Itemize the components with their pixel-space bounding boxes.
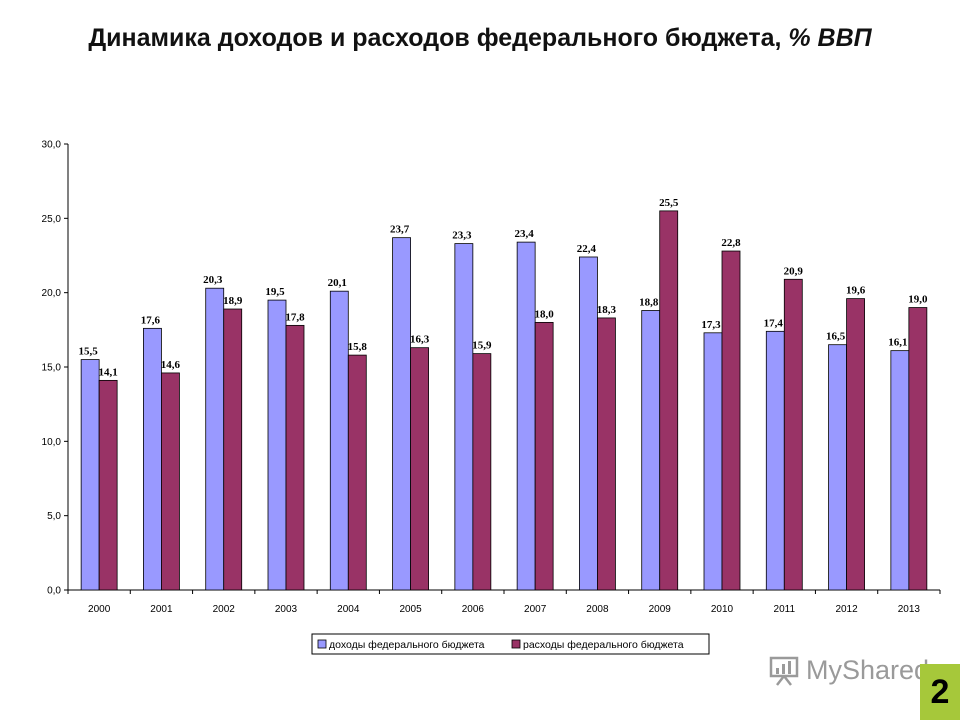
chart-title-main: Динамика доходов и расходов федерального… — [88, 24, 782, 52]
x-tick-label: 2011 — [774, 604, 796, 615]
y-tick-label: 5,0 — [47, 511, 61, 522]
myshared-watermark: MyShared — [768, 655, 929, 686]
data-label: 22,8 — [721, 237, 741, 249]
bar-expense — [223, 308, 243, 591]
data-label: 16,5 — [826, 331, 846, 343]
x-tick-label: 2002 — [213, 604, 236, 615]
bar-revenue — [454, 243, 474, 591]
bar-revenue — [703, 332, 723, 591]
data-label: 25,5 — [659, 197, 679, 209]
bar-revenue — [641, 310, 661, 591]
data-label: 19,0 — [908, 294, 928, 306]
x-tick-label: 2009 — [649, 604, 672, 615]
data-label: 17,4 — [764, 317, 784, 329]
data-label: 18,9 — [223, 295, 243, 307]
bar-expense — [410, 347, 429, 591]
data-label: 19,6 — [846, 285, 866, 297]
data-label: 16,3 — [410, 334, 430, 346]
data-label: 18,8 — [639, 297, 659, 309]
data-label: 23,3 — [452, 230, 472, 242]
bar-expense — [472, 353, 492, 591]
bar-revenue — [579, 256, 598, 591]
bar-expense — [98, 379, 118, 591]
x-tick-label: 2006 — [462, 604, 485, 615]
bar-expense — [846, 298, 865, 591]
data-label: 14,1 — [99, 366, 118, 378]
y-tick-label: 0,0 — [47, 586, 61, 597]
presentation-board-icon — [769, 656, 799, 686]
legend-label: доходы федерального бюджета — [329, 639, 485, 651]
bar-revenue — [267, 299, 287, 591]
bar-revenue — [890, 350, 910, 591]
data-label: 15,9 — [472, 340, 492, 352]
bar-expense — [721, 250, 741, 591]
bar-revenue — [80, 359, 100, 591]
data-label: 22,4 — [577, 243, 597, 255]
x-tick-label: 2003 — [275, 604, 298, 615]
data-label: 17,6 — [141, 314, 161, 326]
bar-revenue — [143, 327, 162, 591]
bar-revenue — [205, 287, 225, 591]
x-tick-label: 2005 — [399, 604, 422, 615]
data-label: 18,0 — [535, 308, 555, 320]
legend-swatch — [511, 639, 521, 649]
x-tick-label: 2013 — [898, 604, 921, 615]
bar-expense — [534, 321, 554, 591]
data-label: 15,8 — [348, 341, 368, 353]
bar-revenue — [516, 241, 536, 591]
watermark-text: MyShared — [806, 655, 930, 685]
bar-revenue — [329, 290, 349, 591]
legend-swatch — [317, 639, 327, 649]
x-tick-label: 2007 — [524, 604, 547, 615]
chart-title: Динамика доходов и расходов федерального… — [0, 24, 960, 53]
data-label: 23,7 — [390, 224, 410, 236]
bar-expense — [659, 210, 679, 591]
x-tick-label: 2010 — [711, 604, 734, 615]
bar-expense — [908, 307, 928, 591]
x-tick-label: 2001 — [150, 604, 173, 615]
legend-box — [311, 633, 710, 655]
bar-expense — [285, 324, 305, 591]
x-tick-label: 2004 — [337, 604, 360, 615]
bar-revenue — [765, 330, 785, 591]
y-tick-label: 30,0 — [42, 140, 62, 151]
y-tick-label: 10,0 — [42, 437, 62, 448]
data-label: 16,1 — [888, 337, 907, 349]
page-number-badge: 2 — [920, 664, 960, 720]
data-label: 19,5 — [265, 286, 285, 298]
y-tick-label: 15,0 — [42, 363, 62, 374]
data-label: 18,3 — [597, 304, 617, 316]
data-label: 23,4 — [515, 228, 535, 240]
data-label: 20,3 — [203, 274, 223, 286]
y-tick-label: 25,0 — [42, 214, 62, 225]
data-label: 20,1 — [328, 277, 347, 289]
bar-revenue — [392, 237, 411, 591]
x-tick-label: 2012 — [835, 604, 858, 615]
chart-title-unit: % ВВП — [788, 24, 872, 52]
bar-expense — [161, 372, 180, 591]
x-tick-label: 2000 — [88, 604, 111, 615]
data-label: 14,6 — [161, 359, 181, 371]
legend-label: расходы федерального бюджета — [523, 639, 684, 651]
data-label: 20,9 — [784, 265, 804, 277]
bar-expense — [783, 278, 803, 591]
data-label: 17,3 — [701, 319, 721, 331]
data-label: 17,8 — [285, 311, 305, 323]
data-label: 15,5 — [79, 346, 99, 358]
bar-expense — [347, 354, 367, 591]
y-tick-label: 20,0 — [42, 288, 62, 299]
bar-revenue — [828, 344, 847, 591]
x-tick-label: 2008 — [586, 604, 609, 615]
bar-expense — [597, 317, 616, 591]
